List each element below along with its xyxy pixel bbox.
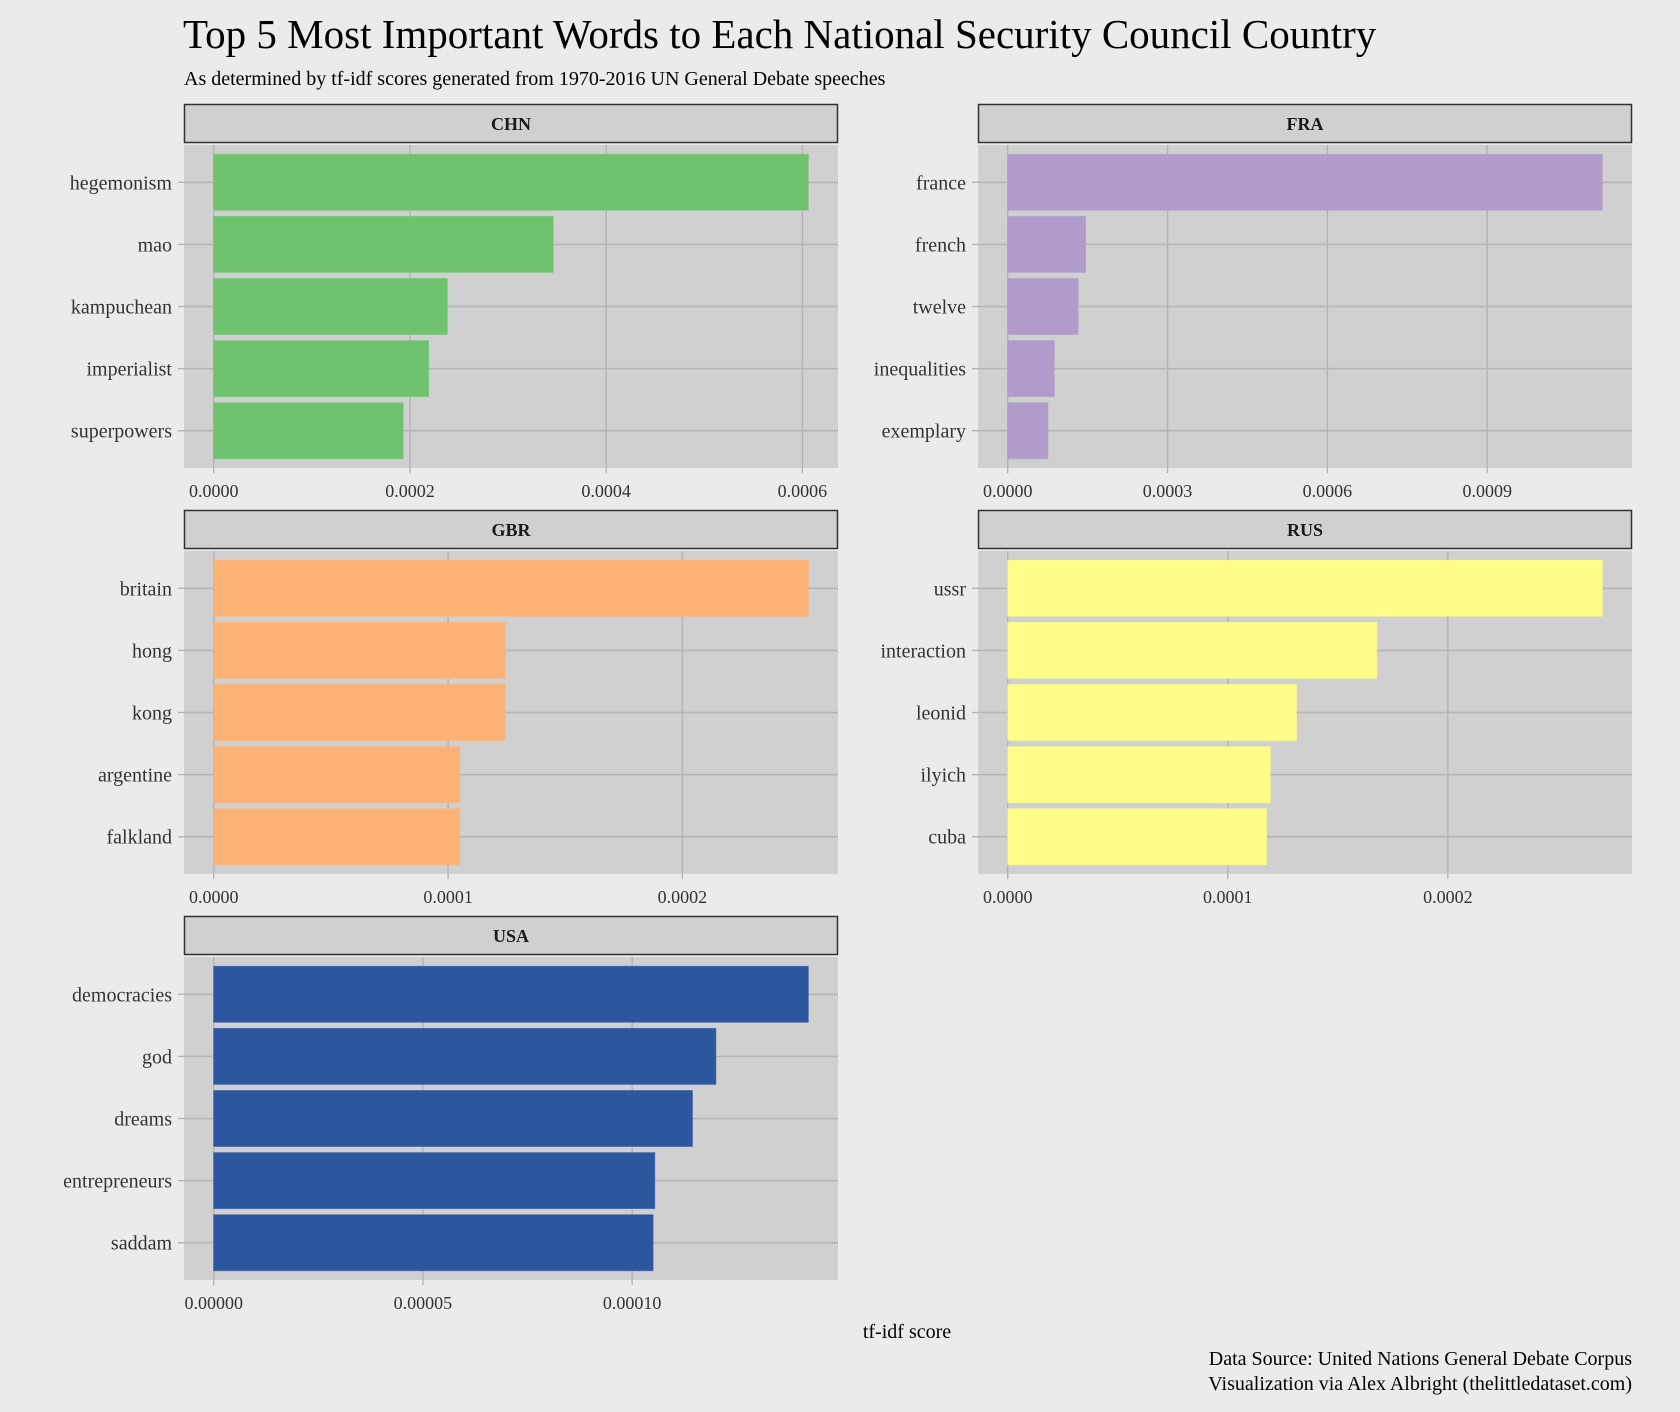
x-tick-label: 0.0006 [1303, 481, 1353, 501]
y-tick-label: exemplary [882, 421, 966, 443]
bar-inequalities [1007, 340, 1055, 398]
bar-ilyich [1007, 746, 1271, 804]
caption-line-1: Data Source: United Nations General Deba… [1209, 1348, 1632, 1370]
y-tick-label: inequalities [874, 359, 966, 381]
y-tick-label: entrepreneurs [63, 1171, 172, 1193]
x-tick-label: 0.0000 [983, 481, 1033, 501]
bar-exemplary [1007, 402, 1049, 460]
bar-leonid [1007, 684, 1297, 741]
y-tick-label: leonid [916, 703, 966, 725]
bar-twelve [1007, 278, 1079, 335]
facet-strip [183, 915, 839, 956]
bar-imperialist [213, 340, 430, 398]
bar-france [1007, 153, 1603, 211]
y-tick-label: falkland [106, 827, 172, 849]
x-tick-label: 0.0000 [189, 481, 239, 501]
bar-cuba [1007, 808, 1267, 866]
x-tick-label: 0.0002 [658, 887, 708, 907]
bar-entrepreneurs [213, 1152, 656, 1210]
facet-gbr: GBR britain hong kong argentine falkland 0.000… [98, 509, 839, 907]
bar-kampuchean [213, 278, 448, 335]
bar-superpowers [213, 402, 404, 460]
y-tick-label: argentine [98, 765, 172, 787]
y-tick-label: mao [138, 234, 172, 256]
y-tick-label: interaction [880, 640, 966, 662]
facet-strip-label: FRA [1287, 114, 1324, 134]
facet-strip-label: GBR [491, 520, 531, 540]
bar-mao [213, 215, 554, 273]
bar-interaction [1007, 621, 1378, 679]
chart-title: Top 5 Most Important Words to Each Natio… [183, 11, 1377, 57]
bar-democracies [213, 965, 809, 1023]
facet-chn: CHN hegemonism mao kampuchean imperialist sup… [70, 103, 839, 501]
x-tick-label: 0.0002 [1423, 887, 1473, 907]
bar-dreams [213, 1090, 693, 1147]
x-tick-label: 0.0004 [581, 481, 631, 501]
x-tick-label: 0.0001 [423, 887, 473, 907]
bar-britain [213, 559, 809, 617]
y-tick-label: democracies [72, 984, 172, 1006]
bar-hong [213, 621, 506, 679]
y-tick-label: superpowers [71, 421, 172, 443]
y-tick-label: ussr [934, 578, 967, 600]
facet-strip-label: USA [493, 926, 529, 946]
y-tick-label: god [142, 1046, 172, 1068]
y-tick-label: imperialist [86, 359, 172, 381]
facet-panels: CHN hegemonism mao kampuchean imperialist sup… [63, 103, 1633, 1313]
y-tick-label: cuba [928, 827, 966, 849]
facet-strip [183, 103, 839, 144]
y-tick-label: twelve [913, 297, 966, 319]
facet-fra: FRA france french twelve inequalities exempla… [874, 103, 1633, 501]
bar-kong [213, 684, 506, 741]
bar-god [213, 1027, 717, 1085]
caption-line-2: Visualization via Alex Albright (thelitt… [1208, 1373, 1632, 1395]
x-tick-label: 0.0006 [778, 481, 828, 501]
facet-strip-label: CHN [491, 114, 531, 134]
x-tick-label: 0.0000 [189, 887, 239, 907]
y-tick-label: dreams [114, 1109, 172, 1131]
bar-saddam [213, 1214, 654, 1272]
x-tick-label: 0.0000 [983, 887, 1033, 907]
x-tick-label: 0.0002 [385, 481, 435, 501]
bar-french [1007, 215, 1087, 273]
bar-hegemonism [213, 153, 809, 211]
facet-strip [977, 103, 1633, 144]
bar-ussr [1007, 559, 1603, 617]
y-tick-label: kampuchean [71, 297, 172, 319]
facet-usa: USA democracies god dreams entrepreneurs sadd… [63, 915, 839, 1313]
facet-strip [183, 509, 839, 550]
x-tick-label: 0.0001 [1203, 887, 1253, 907]
bar-falkland [213, 808, 461, 866]
chart-subtitle: As determined by tf-idf scores generated… [184, 68, 886, 90]
x-tick-label: 0.0009 [1462, 481, 1512, 501]
x-tick-label: 0.00010 [603, 1293, 662, 1313]
y-tick-label: ilyich [920, 765, 966, 787]
bar-argentine [213, 746, 461, 804]
y-tick-label: saddam [111, 1233, 173, 1255]
facet-rus: RUS ussr interaction leonid ilyich cuba 0.0000… [880, 509, 1633, 907]
y-tick-label: france [916, 172, 966, 194]
x-tick-label: 0.00005 [394, 1293, 453, 1313]
facet-strip [977, 509, 1633, 550]
y-tick-label: hong [132, 640, 172, 662]
y-tick-label: french [915, 234, 966, 256]
x-tick-label: 0.0003 [1143, 481, 1193, 501]
facet-strip-label: RUS [1287, 520, 1323, 540]
y-tick-label: kong [132, 703, 172, 725]
y-tick-label: britain [120, 578, 172, 600]
x-axis-title: tf-idf score [863, 1321, 951, 1343]
y-tick-label: hegemonism [70, 172, 173, 194]
x-tick-label: 0.00000 [184, 1293, 243, 1313]
